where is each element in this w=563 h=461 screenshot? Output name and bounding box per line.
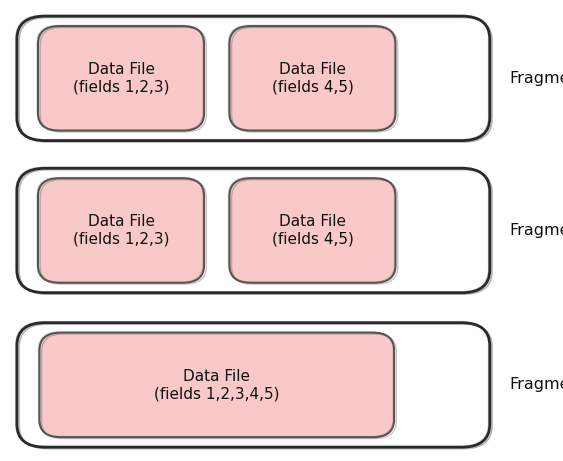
FancyBboxPatch shape [17, 323, 490, 447]
FancyBboxPatch shape [230, 178, 396, 283]
FancyBboxPatch shape [38, 178, 204, 283]
Text: Data File
(fields 4,5): Data File (fields 4,5) [271, 62, 354, 95]
Text: Data File
(fields 4,5): Data File (fields 4,5) [271, 214, 354, 247]
Text: Data File
(fields 1,2,3): Data File (fields 1,2,3) [73, 62, 169, 95]
FancyBboxPatch shape [230, 26, 396, 130]
Text: Fragment: Fragment [510, 378, 563, 392]
FancyBboxPatch shape [17, 16, 490, 141]
Text: Fragment: Fragment [510, 223, 563, 238]
Text: Data File
(fields 1,2,3,4,5): Data File (fields 1,2,3,4,5) [154, 369, 279, 401]
FancyBboxPatch shape [17, 168, 490, 293]
FancyBboxPatch shape [39, 333, 394, 437]
FancyBboxPatch shape [38, 26, 204, 130]
Text: Fragment: Fragment [510, 71, 563, 86]
Text: Data File
(fields 1,2,3): Data File (fields 1,2,3) [73, 214, 169, 247]
